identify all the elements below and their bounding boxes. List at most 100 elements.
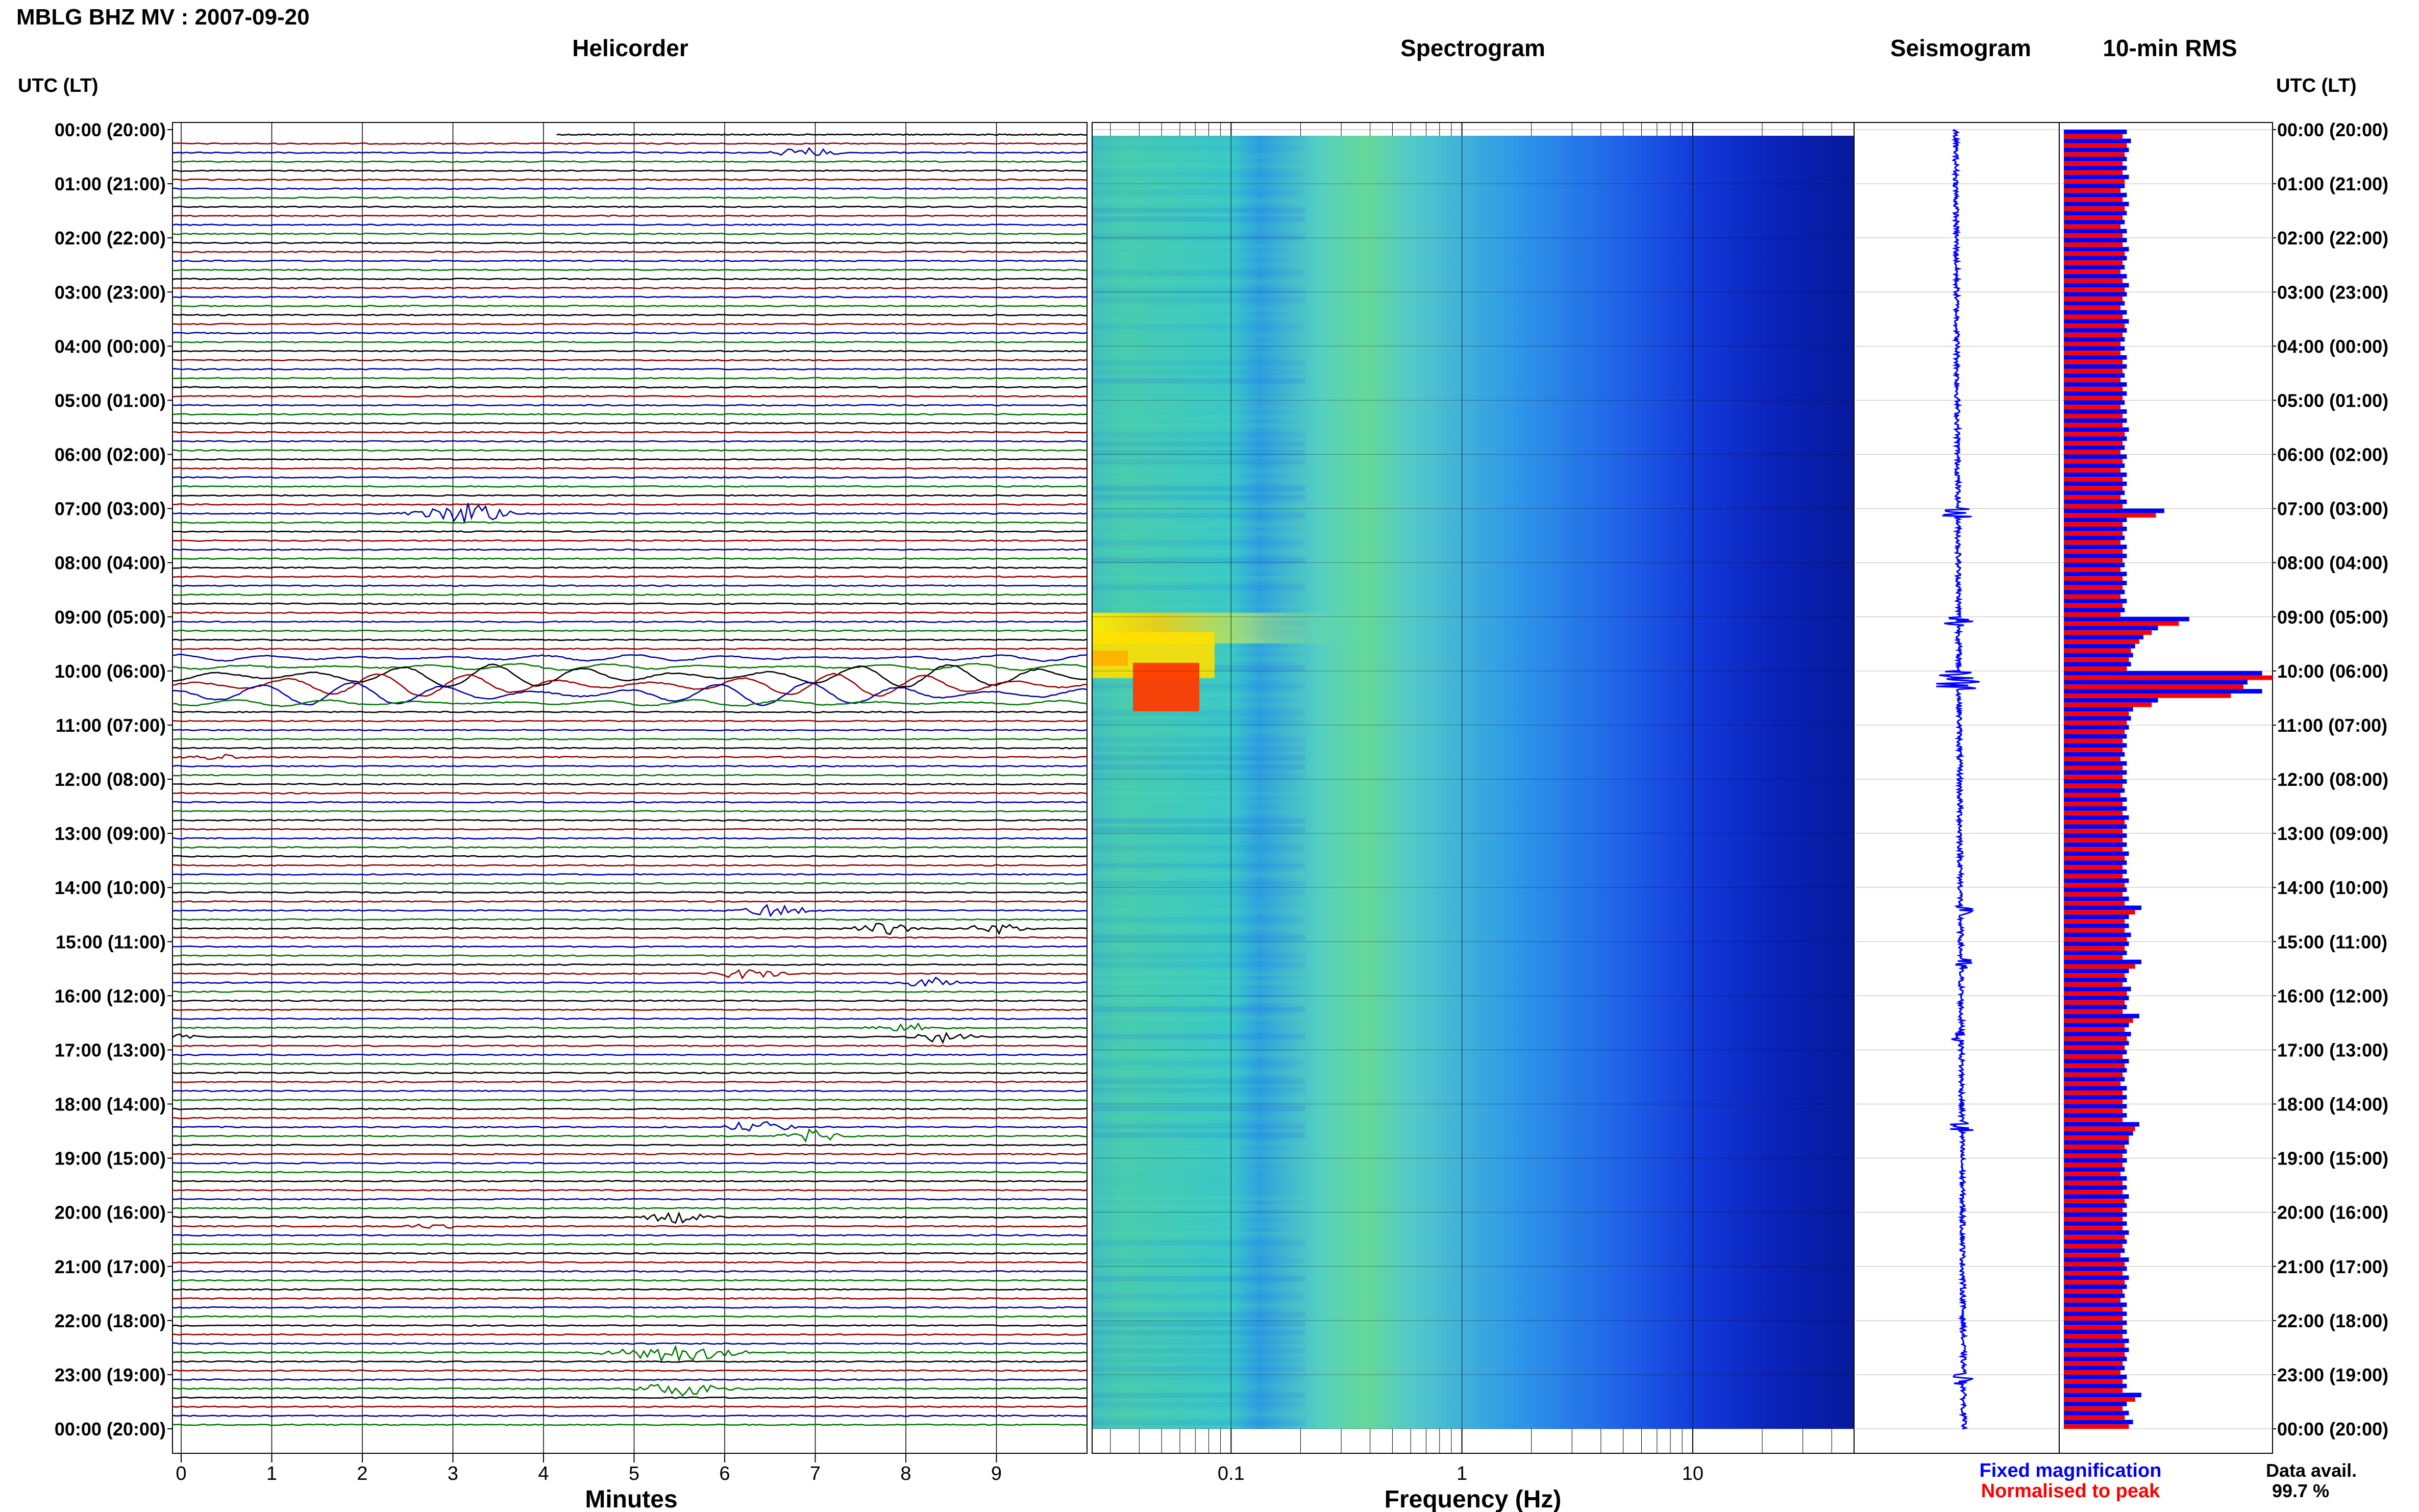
spectrogram-streak: [1092, 1321, 1306, 1327]
rms-bar-normalised: [2064, 278, 2123, 283]
spectrogram-streak: [1092, 1195, 1306, 1201]
rms-bar-normalised: [2064, 531, 2123, 536]
helicorder-trace: [172, 774, 1088, 777]
time-tick-label-right: 00:00 (20:00): [2277, 119, 2388, 140]
rms-bar-fixed: [2064, 1005, 2127, 1009]
time-tick-label-left: 11:00 (07:00): [56, 715, 166, 736]
spectrogram-streak: [1092, 1132, 1306, 1138]
rms-bar-normalised: [2064, 152, 2125, 157]
spectrogram-streak: [1092, 1204, 1306, 1210]
helicorder-trace: [172, 891, 1088, 894]
rms-bar-normalised: [2064, 233, 2123, 238]
helicorder-trace: [172, 1031, 1088, 1045]
frequency-tick-label: 0.1: [1218, 1463, 1245, 1484]
rms-bar-fixed: [2064, 445, 2125, 450]
rms-bar-fixed: [2064, 1230, 2129, 1235]
helicorder-frame: [172, 122, 1088, 1454]
helicorder-trace: [172, 313, 1088, 316]
spectrogram-streak: [1092, 171, 1306, 177]
helicorder-trace: [172, 729, 1088, 732]
time-tick-label-left: 07:00 (03:00): [55, 499, 166, 519]
rms-bar-normalised: [2064, 1397, 2135, 1402]
time-tick-label-left: 14:00 (10:00): [55, 877, 166, 898]
helicorder-trace: [172, 918, 1088, 921]
rms-bar-normalised: [2064, 657, 2129, 662]
helicorder-trace: [172, 224, 1088, 226]
time-tick-label-left: 21:00 (17:00): [55, 1256, 166, 1277]
helicorder-trace: [172, 900, 1088, 903]
time-tick-label-right: 09:00 (05:00): [2277, 607, 2388, 628]
rms-bar-fixed: [2064, 1239, 2127, 1244]
time-tick-label-left: 00:00 (20:00): [55, 1419, 166, 1440]
helicorder-trace: [172, 1207, 1088, 1210]
rms-bar-normalised: [2064, 440, 2123, 445]
rms-bar-fixed: [2064, 1023, 2129, 1028]
spectrogram-streak: [1092, 872, 1306, 878]
spectrogram-streak: [1092, 351, 1306, 357]
helicorder-trace: [172, 1171, 1088, 1174]
rms-bar-normalised: [2064, 702, 2152, 707]
helicorder-trace: [172, 1315, 1088, 1318]
time-tick-label-right: 19:00 (15:00): [2277, 1148, 2388, 1169]
rms-bar-fixed: [2064, 1095, 2127, 1100]
helicorder-trace: [172, 386, 1087, 389]
helicorder-trace: [172, 340, 1088, 343]
helicorder-trace: [172, 663, 1088, 688]
spectrogram-streak: [1092, 243, 1306, 249]
rms-bar-normalised: [2064, 179, 2125, 184]
helicorder-trace: [172, 1423, 1088, 1426]
rms-bar-fixed: [2064, 1140, 2129, 1145]
helicorder-trace: [172, 1342, 1088, 1345]
rms-bar-normalised: [2064, 1415, 2125, 1420]
spectrogram-streak: [1092, 1357, 1306, 1362]
rms-bar-fixed: [2064, 923, 2129, 928]
spectrogram-streak: [1092, 710, 1306, 716]
rms-bar-fixed: [2064, 707, 2133, 712]
helicorder-trace: [172, 146, 1088, 156]
rms-bar-fixed: [2064, 716, 2131, 721]
helicorder-trace: [172, 268, 1088, 271]
rms-bar-fixed: [2064, 1374, 2127, 1379]
legend-fixed-magnification: Fixed magnification: [1980, 1460, 2162, 1481]
helicorder-trace: [172, 602, 1088, 605]
spectrogram-streak: [1092, 136, 1306, 141]
rms-bar-fixed: [2064, 1347, 2129, 1352]
helicorder-trace: [172, 1107, 1088, 1110]
rms-bar-normalised: [2064, 314, 2123, 319]
spectrogram-streak: [1092, 1051, 1306, 1057]
rms-bar-fixed: [2064, 797, 2127, 802]
helicorder-trace: [172, 629, 1088, 632]
helicorder-trace: [172, 828, 1088, 831]
rms-bar-fixed: [2064, 770, 2127, 775]
rms-bar-fixed: [2064, 869, 2127, 874]
spectrogram-streak: [1092, 180, 1306, 186]
rms-bar-fixed: [2064, 427, 2129, 432]
rms-bar-fixed: [2064, 1275, 2129, 1280]
rms-bar-normalised: [2064, 1261, 2125, 1267]
rms-bar-fixed: [2064, 896, 2129, 901]
rms-bar-fixed: [2064, 752, 2125, 757]
rms-bar-fixed: [2064, 1383, 2127, 1389]
helicorder-trace: [172, 783, 1088, 786]
spectrogram-streak: [1092, 522, 1306, 528]
spectrogram-streak: [1092, 333, 1306, 339]
rms-bar-fixed: [2064, 1167, 2125, 1172]
rms-bar-fixed: [2064, 1032, 2131, 1036]
helicorder-trace: [172, 855, 1088, 858]
spectrogram-streak: [1092, 324, 1306, 330]
rms-bar-normalised: [2064, 892, 2123, 897]
helicorder-trace: [172, 530, 1088, 533]
time-tick-label-right: 07:00 (03:00): [2277, 499, 2388, 519]
helicorder-trace: [172, 1243, 1088, 1246]
rms-bar-normalised: [2064, 477, 2123, 482]
rms-bar-fixed: [2064, 788, 2125, 793]
rms-bar-fixed: [2064, 626, 2158, 631]
rms-bar-normalised: [2064, 666, 2127, 671]
rms-bar-fixed: [2064, 283, 2129, 288]
helicorder-trace: [172, 1072, 1088, 1074]
spectrogram-streak: [1092, 234, 1306, 240]
frequency-tick-label: 1: [1457, 1463, 1467, 1484]
helicorder-trace: [172, 1180, 1088, 1183]
rms-title: 10-min RMS: [2103, 35, 2237, 61]
rms-bar-normalised: [2064, 1307, 2123, 1312]
